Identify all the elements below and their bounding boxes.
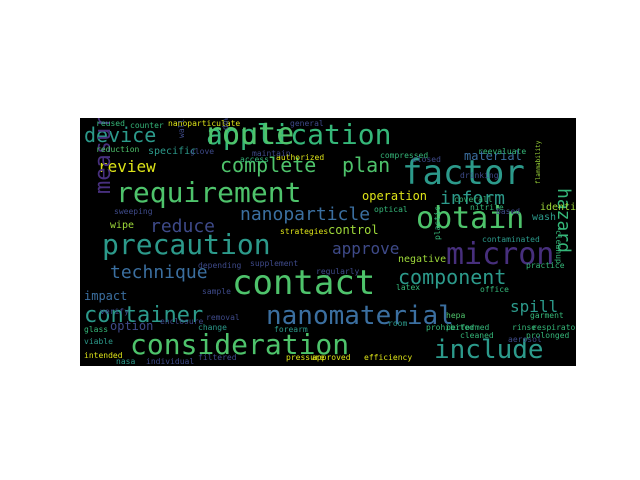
word-hazard: hazard xyxy=(553,188,574,253)
word-counter: counter xyxy=(130,121,164,130)
word-prohibited: prohibited xyxy=(426,323,474,332)
word-coverall: coverall xyxy=(454,195,493,204)
word-review: review xyxy=(98,157,156,176)
word-component: component xyxy=(398,265,506,289)
word-technique: technique xyxy=(110,262,208,283)
word-room: room xyxy=(388,319,407,328)
word-regularly: regularly xyxy=(316,267,360,276)
word-approve: approve xyxy=(332,239,399,258)
word-nanoparticle: nanoparticle xyxy=(240,204,370,225)
word-include: include xyxy=(434,335,544,365)
word-verify: verify xyxy=(100,307,129,316)
word-obtain: obtain xyxy=(416,201,524,236)
word-nasa: nasa xyxy=(116,357,135,366)
word-forearm: forearm xyxy=(274,325,308,334)
word-efficiency: efficiency xyxy=(364,353,412,362)
word-complete: complete xyxy=(220,153,316,177)
word-individual: individual xyxy=(146,357,194,366)
word-glass: glass xyxy=(84,325,108,334)
word-respiratory: respiratory xyxy=(532,323,576,332)
word-contaminated: contaminated xyxy=(482,235,540,244)
word-container: container xyxy=(84,303,203,328)
word-aerosol: aerosol xyxy=(508,335,542,344)
word-reduce: reduce xyxy=(150,216,215,237)
word-nanomaterial: nanomaterial xyxy=(266,301,454,331)
word-wash: wash xyxy=(532,212,556,223)
word-requirement: requirement xyxy=(116,176,301,209)
word-negative: negative xyxy=(398,254,446,265)
word-impact: impact xyxy=(84,289,127,303)
word-walls: walls xyxy=(177,118,186,138)
word-cleaned: cleaned xyxy=(460,331,494,340)
word-general: general xyxy=(290,119,324,128)
word-removal: removal xyxy=(206,313,240,322)
word-device: device xyxy=(84,123,156,147)
word-identify: identify xyxy=(540,202,576,213)
word-nitrile: nitrile xyxy=(470,203,504,212)
word-filtered: filtered xyxy=(198,353,237,362)
word-inform: inform xyxy=(440,188,505,209)
word-intended: intended xyxy=(84,351,123,360)
word-reused: reused xyxy=(96,119,125,128)
word-wipe: wipe xyxy=(110,220,134,231)
word-downgraded: downgraded xyxy=(221,118,230,130)
word-spill: spill xyxy=(510,297,558,316)
word-reduction: reduction xyxy=(96,145,140,154)
word-application: application xyxy=(206,118,391,151)
word-plastic: plastic xyxy=(433,206,442,240)
word-control: control xyxy=(328,223,379,237)
word-authorized: authorized xyxy=(276,153,324,162)
word-option: option xyxy=(110,319,153,333)
word-sample: sample xyxy=(202,287,231,296)
word-consideration: consideration xyxy=(130,328,349,361)
word-closed: closed xyxy=(412,155,441,164)
word-route: route xyxy=(204,118,294,152)
word-specific: specific xyxy=(148,146,196,157)
word-supplement: supplement xyxy=(250,259,298,268)
word-precaution: precaution xyxy=(102,228,271,261)
word-compressed: compressed xyxy=(380,151,428,160)
word-drinking: drinking xyxy=(460,171,499,180)
word-factor: factor xyxy=(402,153,525,193)
word-pressure: pressure xyxy=(286,353,325,362)
word-office: office xyxy=(480,285,509,294)
word-maintain: maintain xyxy=(252,149,291,158)
word-operation: operation xyxy=(362,189,427,203)
word-nanoparticulate: nanoparticulate xyxy=(168,119,240,128)
word-latex: latex xyxy=(396,283,420,292)
word-performed: performed xyxy=(446,323,490,332)
word-contact: contact xyxy=(232,263,375,303)
word-based: based xyxy=(496,207,520,216)
word-rinse: rinse xyxy=(512,323,536,332)
word-glove: glove xyxy=(190,147,214,156)
word-material: material xyxy=(464,149,522,163)
word-optical: optical xyxy=(374,205,408,214)
word-flammability: flammability xyxy=(535,140,542,184)
word-practice: practice xyxy=(526,261,565,270)
word-enclosure: enclosure xyxy=(160,317,204,326)
word-micron: micron xyxy=(446,237,554,272)
word-strategies: strategies xyxy=(280,227,328,236)
word-cloud: application route device requirement factor c… xyxy=(80,118,576,366)
word-access: access xyxy=(240,155,269,164)
word-measure: measure xyxy=(91,118,116,194)
word-hepa: hepa xyxy=(446,311,465,320)
word-plan: plan xyxy=(342,153,390,177)
word-garment: garment xyxy=(530,311,564,320)
word-cleanup: cleanup xyxy=(554,230,563,264)
word-change: change xyxy=(198,323,227,332)
word-reevaluate: reevaluate xyxy=(478,147,526,156)
word-approved: approved xyxy=(312,353,351,362)
word-prolonged: prolonged xyxy=(526,331,570,340)
word-depending: depending xyxy=(198,261,242,270)
word-sweeping: sweeping xyxy=(114,207,153,216)
word-viable: viable xyxy=(84,337,113,346)
